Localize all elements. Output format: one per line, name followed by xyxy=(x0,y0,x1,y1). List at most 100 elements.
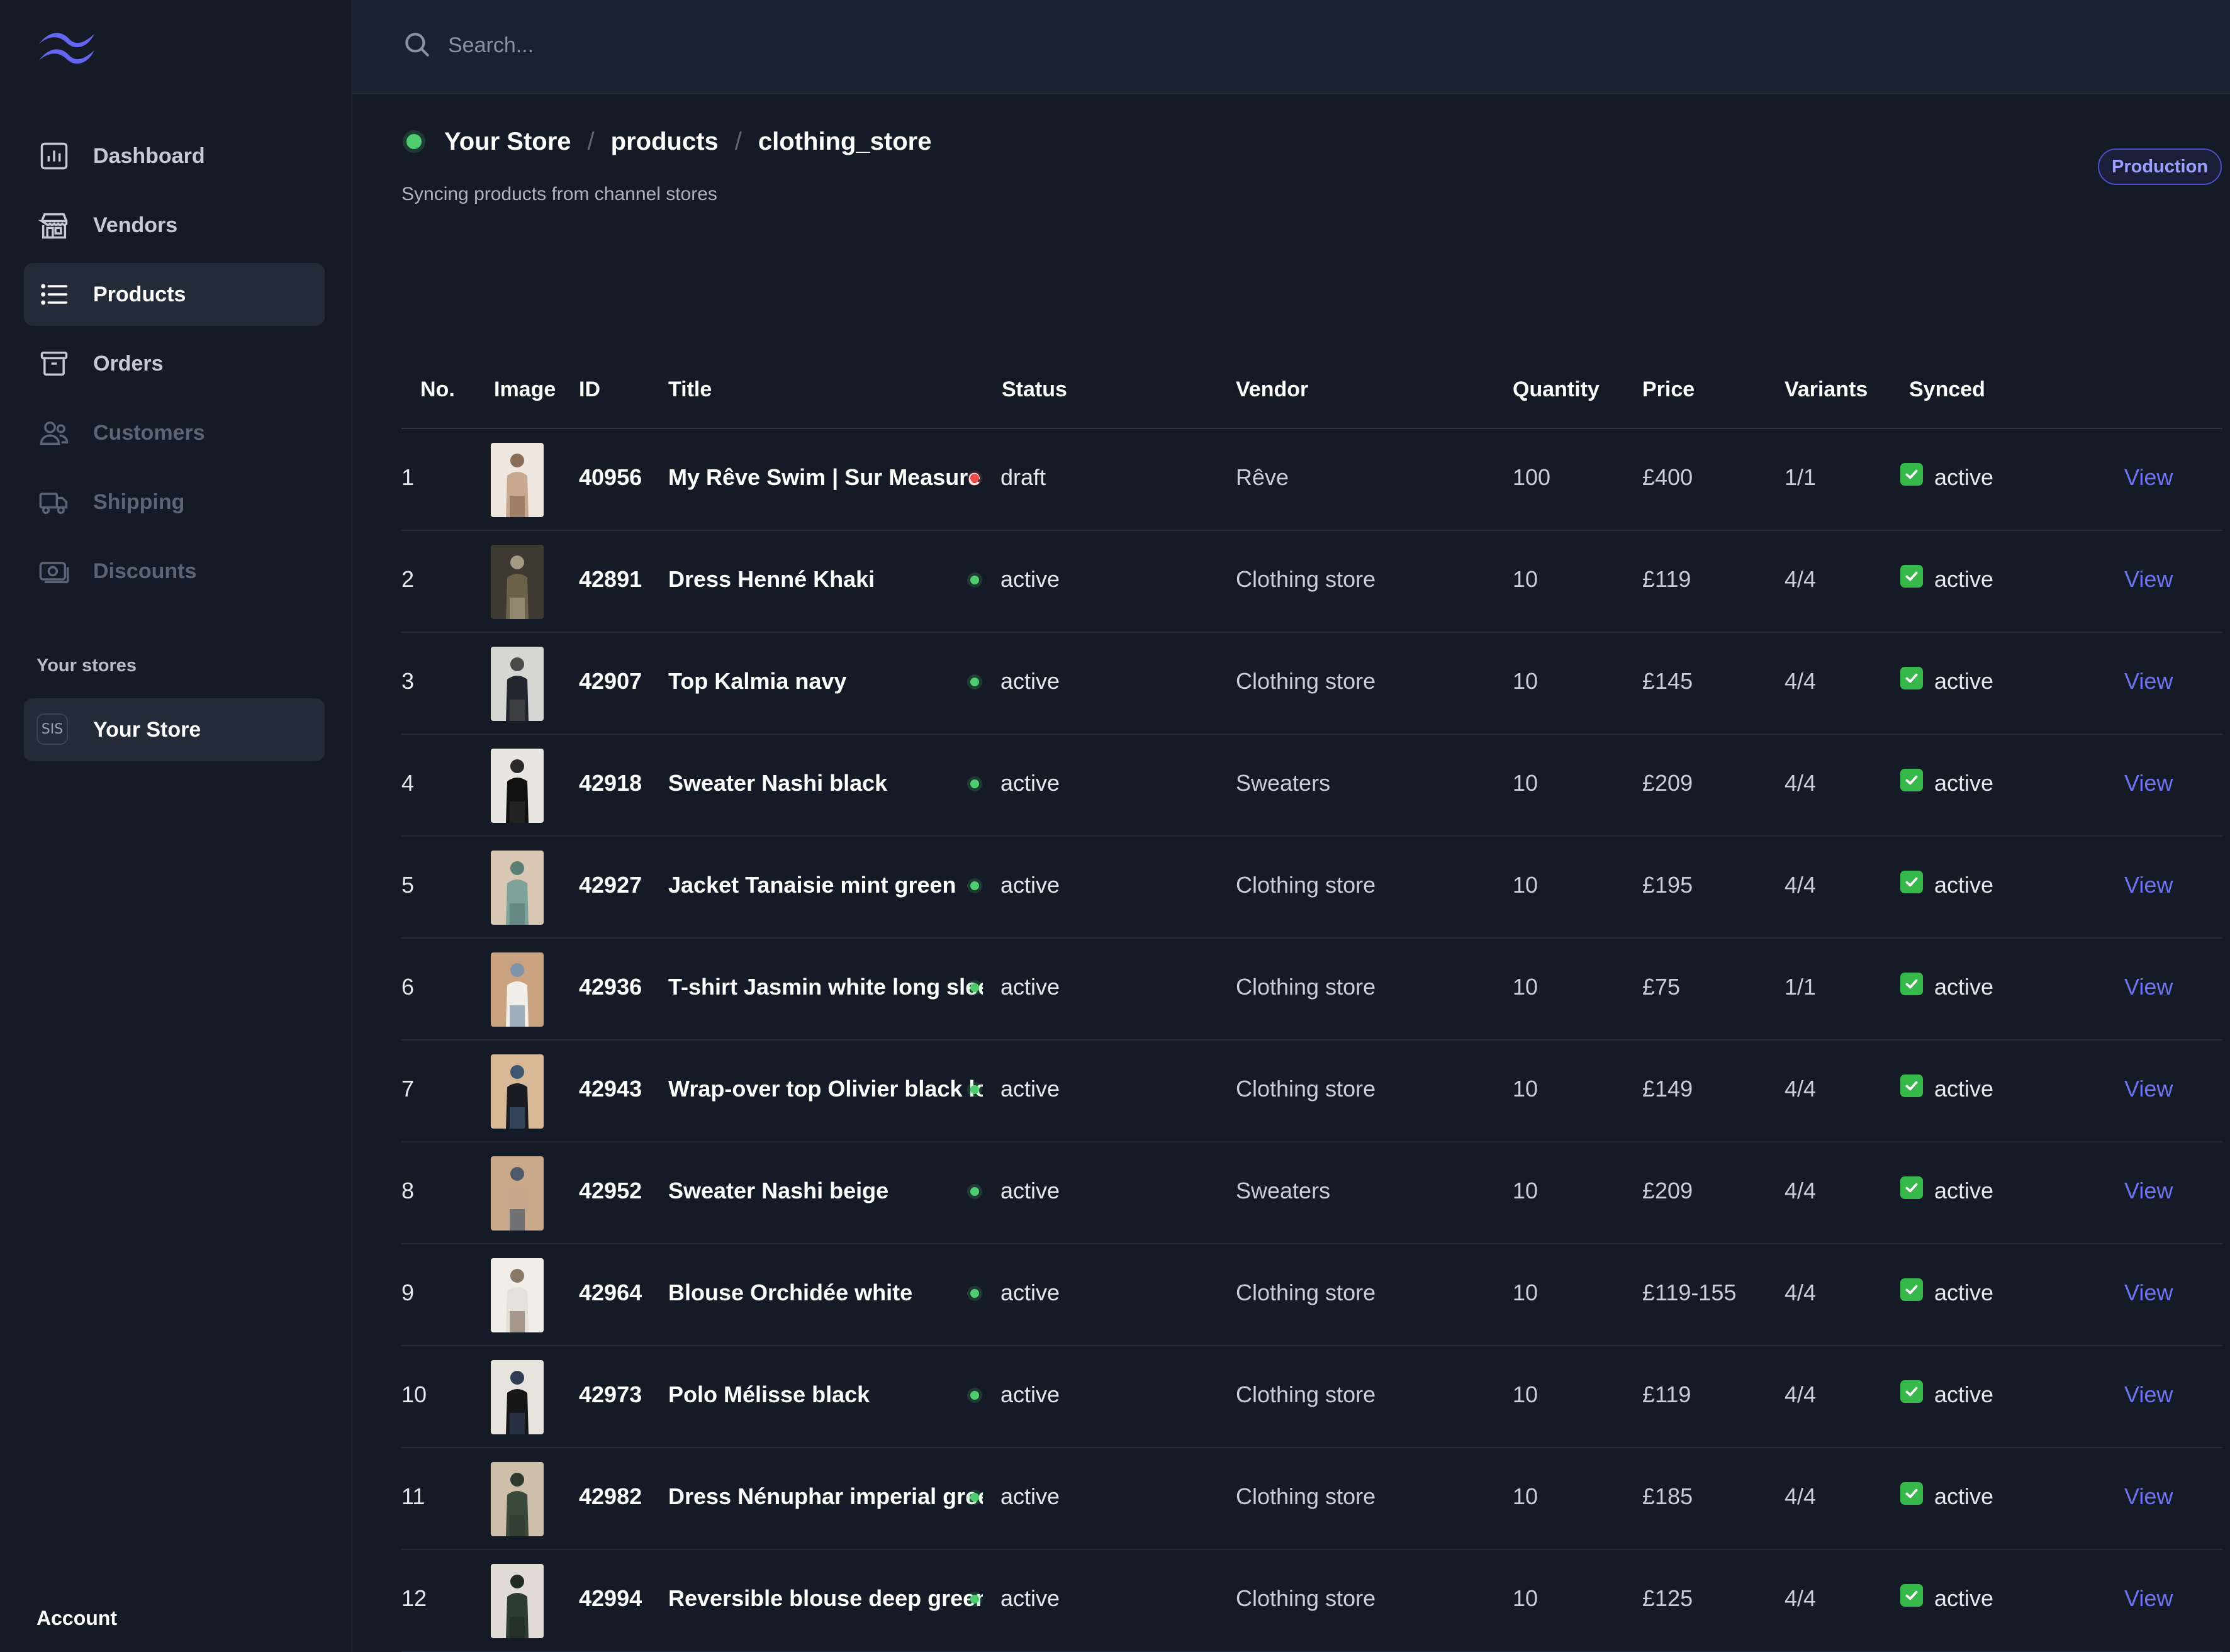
product-image[interactable] xyxy=(491,1258,544,1332)
product-image[interactable] xyxy=(491,851,544,925)
product-image[interactable] xyxy=(491,647,544,721)
product-title[interactable]: Sweater Nashi black xyxy=(668,770,888,796)
view-link[interactable]: View xyxy=(2124,974,2173,1000)
product-title[interactable]: Polo Mélisse black xyxy=(668,1381,870,1407)
price: £400 xyxy=(1642,464,1693,490)
product-image[interactable] xyxy=(491,1156,544,1231)
users-icon xyxy=(38,416,70,449)
product-title[interactable]: Wrap-over top Olivier black lon xyxy=(668,1076,983,1102)
status-dot xyxy=(970,576,979,584)
view-link[interactable]: View xyxy=(2124,1076,2173,1102)
table-row[interactable]: 1 40956 My Rêve Swim | Sur Measure draft Rêv… xyxy=(401,429,2222,531)
status-label: active xyxy=(1000,668,1060,694)
table-row[interactable]: 4 42918 Sweater Nashi black active Sweaters 1… xyxy=(401,735,2222,837)
view-link[interactable]: View xyxy=(2124,1381,2173,1407)
store-item-your-store[interactable]: SIS Your Store xyxy=(24,698,325,761)
table-row[interactable]: 9 42964 Blouse Orchidée white active Clothin… xyxy=(401,1244,2222,1346)
breadcrumb: Your Store / products / clothing_store xyxy=(405,126,931,157)
breadcrumb-store[interactable]: Your Store xyxy=(444,127,571,155)
view-link[interactable]: View xyxy=(2124,1483,2173,1509)
row-number: 11 xyxy=(401,1483,425,1509)
table-row[interactable]: 3 42907 Top Kalmia navy active Clothing stor… xyxy=(401,633,2222,735)
checkmark-icon xyxy=(1900,565,1923,588)
quantity: 10 xyxy=(1513,1381,1538,1407)
product-title[interactable]: Blouse Orchidée white xyxy=(668,1280,913,1305)
vendor-name: Clothing store xyxy=(1236,1483,1376,1509)
product-id: 42891 xyxy=(579,566,642,592)
chart-bar-icon xyxy=(38,140,70,172)
table-row[interactable]: 10 42973 Polo Mélisse black active Clothing … xyxy=(401,1346,2222,1448)
row-number: 8 xyxy=(401,1178,415,1203)
sidebar-item-vendors[interactable]: Vendors xyxy=(24,194,325,257)
product-image[interactable] xyxy=(491,749,544,823)
table-row[interactable]: 8 42952 Sweater Nashi beige active Sweaters 1… xyxy=(401,1142,2222,1244)
breadcrumb-separator: / xyxy=(734,127,742,155)
view-link[interactable]: View xyxy=(2124,770,2173,796)
synced-status: active xyxy=(1934,1076,1994,1102)
list-icon xyxy=(38,278,70,311)
account-link[interactable]: Account xyxy=(36,1607,117,1629)
sidebar-item-dashboard[interactable]: Dashboard xyxy=(24,125,325,187)
status-label: active xyxy=(1000,770,1060,796)
sidebar-item-products[interactable]: Products xyxy=(24,263,325,326)
product-title[interactable]: Dress Henné Khaki xyxy=(668,566,875,592)
sidebar-item-label: Vendors xyxy=(93,213,178,237)
product-title[interactable]: T-shirt Jasmin white long sleev xyxy=(668,974,983,1000)
breadcrumb-collection[interactable]: products xyxy=(610,127,719,155)
product-image[interactable] xyxy=(491,1564,544,1638)
price: £119-155 xyxy=(1642,1280,1737,1305)
table-row[interactable]: 2 42891 Dress Henné Khaki active Clothing st… xyxy=(401,531,2222,633)
price: £209 xyxy=(1642,1178,1693,1203)
variants: 4/4 xyxy=(1785,1585,1817,1611)
view-link[interactable]: View xyxy=(2124,566,2173,592)
product-title[interactable]: My Rêve Swim | Sur Measure xyxy=(668,464,981,490)
table-row[interactable]: 6 42936 T-shirt Jasmin white long sleev act… xyxy=(401,939,2222,1041)
sidebar-item-orders[interactable]: Orders xyxy=(24,332,325,395)
variants: 4/4 xyxy=(1785,1280,1817,1305)
product-title[interactable]: Dress Nénuphar imperial green xyxy=(668,1483,983,1509)
view-link[interactable]: View xyxy=(2124,668,2173,694)
product-title[interactable]: Top Kalmia navy xyxy=(668,668,847,694)
product-title[interactable]: Jacket Tanaisie mint green xyxy=(668,872,956,898)
vendor-name: Clothing store xyxy=(1236,872,1376,898)
product-image[interactable] xyxy=(491,545,544,619)
quantity: 10 xyxy=(1513,1585,1538,1611)
search-input[interactable] xyxy=(447,25,1456,65)
checkmark-icon xyxy=(1900,1584,1923,1607)
product-image[interactable] xyxy=(491,1054,544,1129)
checkmark-icon xyxy=(1900,871,1923,893)
table-row[interactable]: 12 42994 Reversible blouse deep green activ… xyxy=(401,1550,2222,1652)
sidebar-item-discounts[interactable]: Discounts xyxy=(24,540,325,603)
table-row[interactable]: 5 42927 Jacket Tanaisie mint green active Cl… xyxy=(401,837,2222,939)
app-logo[interactable] xyxy=(36,25,97,67)
vendor-name: Clothing store xyxy=(1236,974,1376,1000)
checkmark-icon xyxy=(1900,1482,1923,1505)
product-title[interactable]: Reversible blouse deep green xyxy=(668,1585,983,1611)
sidebar-item-customers[interactable]: Customers xyxy=(24,401,325,464)
synced-status: active xyxy=(1934,872,1994,898)
row-number: 7 xyxy=(401,1076,415,1102)
sidebar-item-shipping[interactable]: Shipping xyxy=(24,471,325,533)
status-badge: active xyxy=(970,668,1060,695)
product-title[interactable]: Sweater Nashi beige xyxy=(668,1178,889,1203)
breadcrumb-separator: / xyxy=(587,127,595,155)
product-image[interactable] xyxy=(491,1462,544,1536)
product-image[interactable] xyxy=(491,1360,544,1434)
table-row[interactable]: 7 42943 Wrap-over top Olivier black lon act… xyxy=(401,1041,2222,1142)
view-link[interactable]: View xyxy=(2124,1178,2173,1203)
status-label: active xyxy=(1000,1381,1060,1407)
table-row[interactable]: 11 42982 Dress Nénuphar imperial green acti… xyxy=(401,1448,2222,1550)
view-link[interactable]: View xyxy=(2124,464,2173,490)
status-dot xyxy=(970,1289,979,1298)
product-image[interactable] xyxy=(491,952,544,1027)
status-dot xyxy=(970,1391,979,1400)
view-link[interactable]: View xyxy=(2124,872,2173,898)
product-id: 42973 xyxy=(579,1381,642,1407)
price: £75 xyxy=(1642,974,1681,1000)
view-link[interactable]: View xyxy=(2124,1585,2173,1611)
view-link[interactable]: View xyxy=(2124,1280,2173,1305)
product-image[interactable] xyxy=(491,443,544,517)
synced-status: active xyxy=(1934,1381,1994,1407)
banknote-icon xyxy=(38,555,70,588)
checkmark-icon xyxy=(1900,667,1923,689)
